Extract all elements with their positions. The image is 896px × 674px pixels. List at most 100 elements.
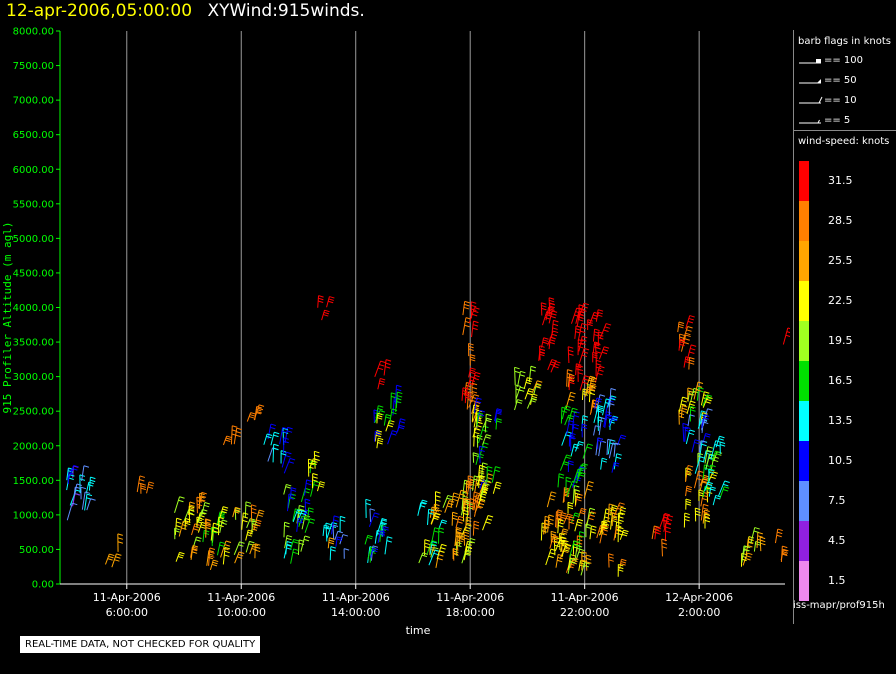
wind-barb-staff [429, 507, 433, 518]
wind-barb-staff [66, 467, 69, 481]
wind-barb-staff [569, 540, 575, 558]
wind-barb-staff [482, 515, 489, 531]
wind-barb-flag [688, 406, 695, 409]
wind-barb-flag [258, 404, 265, 407]
wind-barb-flag [235, 510, 241, 513]
wind-barb-flag [605, 323, 612, 326]
wind-barb-flag [313, 458, 319, 461]
wind-barb-flag [365, 502, 372, 506]
x-tick-date: 11-Apr-2006 [436, 591, 504, 604]
wind-barb-staff [694, 456, 701, 474]
wind-barb-flag [589, 511, 595, 515]
wind-barb-staff [300, 488, 306, 502]
wind-barb-flag [776, 534, 782, 538]
wind-barb-flag [530, 400, 536, 403]
wind-barb-flag [234, 508, 240, 512]
wind-barb-flag [579, 474, 585, 477]
wind-barb-staff [426, 540, 433, 554]
wind-barb-flag [377, 414, 383, 418]
wind-barb-flag [561, 406, 568, 410]
wind-barb-flag [598, 405, 604, 408]
wind-barb-flag [565, 434, 571, 437]
wind-barb-flag [592, 351, 598, 355]
wind-barb-flag [719, 435, 725, 439]
wind-barb-flag [422, 552, 428, 555]
wind-barb-staff [495, 418, 498, 430]
wind-barb-staff [196, 512, 201, 526]
y-tick-label: 4000.00 [13, 303, 54, 314]
wind-barb-flag [473, 527, 479, 530]
wind-barb-flag [583, 564, 589, 568]
wind-barb-flag [466, 519, 472, 522]
wind-barb-staff [685, 429, 691, 445]
wind-barb-flag [428, 508, 434, 512]
y-axis-title: 915 Profiler Altitude (m agl) [1, 221, 14, 413]
wind-barb-flag [579, 512, 586, 515]
wind-barb-flag [251, 522, 258, 526]
wind-barb-flag [487, 466, 493, 469]
wind-barb-flag [465, 552, 471, 555]
wind-barb-flag [553, 319, 559, 323]
wind-barb-flag [308, 510, 314, 513]
wind-barb-flag [564, 493, 570, 496]
legend-panel: barb flags in knots == 100 == 50 == 10 == 5… [793, 30, 896, 624]
wind-barb-staff [568, 408, 573, 423]
wind-barb-staff [387, 430, 393, 445]
wind-barb-staff [545, 306, 550, 321]
wind-barb-flag [300, 512, 307, 516]
wind-barb-flag [385, 366, 391, 369]
wind-barb-flag [601, 526, 608, 530]
wind-barb-staff [702, 396, 708, 408]
wind-barb-flag [592, 354, 598, 357]
wind-barb-flag [782, 545, 788, 549]
wind-barb-staff [146, 481, 150, 494]
wind-barb-staff [532, 380, 538, 393]
wind-barb-flag [218, 516, 224, 520]
wind-barb-flag [174, 530, 180, 533]
wind-barb-flag [477, 421, 483, 425]
wind-barb-flag [466, 549, 472, 552]
wind-barb-flag [531, 395, 538, 399]
wind-barb-staff [492, 481, 497, 494]
barb-legend-item: == 5 [798, 114, 850, 126]
wind-barb-staff [613, 453, 618, 470]
wind-barb-flag [689, 351, 695, 354]
wind-barb-flag [655, 532, 661, 535]
wind-barb-staff [567, 346, 570, 364]
wind-barb-staff [292, 508, 296, 522]
barb-cluster-10 [307, 450, 326, 497]
wind-barb-flag [79, 478, 86, 481]
wind-barb-flag [251, 520, 258, 523]
wind-barb-flag [606, 416, 612, 420]
wind-barb-flag [199, 499, 205, 503]
wind-barb-flag [580, 342, 586, 345]
y-tick-label: 7500.00 [13, 61, 54, 72]
wind-barb-flag [596, 410, 603, 413]
wind-barb-flag [176, 517, 182, 521]
wind-barb-flag [597, 372, 603, 376]
wind-barb-flag [139, 475, 146, 478]
wind-barb-flag [530, 369, 536, 372]
wind-barb-flag [610, 397, 616, 401]
wind-barb-staff [219, 506, 224, 518]
wind-barb-staff [700, 504, 704, 521]
wind-barb-flag [242, 516, 249, 519]
wind-barb-flag [475, 400, 482, 404]
wind-barb-flag [681, 400, 687, 403]
wind-barb-flag [309, 518, 316, 521]
wind-barb-flag [536, 382, 542, 386]
wind-barb-staff [546, 491, 552, 508]
wind-barb-flag [690, 405, 696, 409]
wind-barb-flag [710, 476, 716, 479]
wind-barb-staff [463, 532, 466, 546]
wind-barb-staff [561, 405, 567, 420]
wind-barb-flag [582, 463, 588, 466]
wind-barb-staff [85, 481, 90, 494]
wind-barb-flag [548, 518, 554, 521]
barb-cluster-12 [317, 295, 335, 321]
wind-barb-flag [592, 356, 598, 359]
wind-barb-flag [565, 543, 572, 547]
wind-barb-flag [698, 387, 704, 390]
wind-barb-flag [679, 333, 685, 337]
wind-barb-flag [567, 504, 574, 507]
